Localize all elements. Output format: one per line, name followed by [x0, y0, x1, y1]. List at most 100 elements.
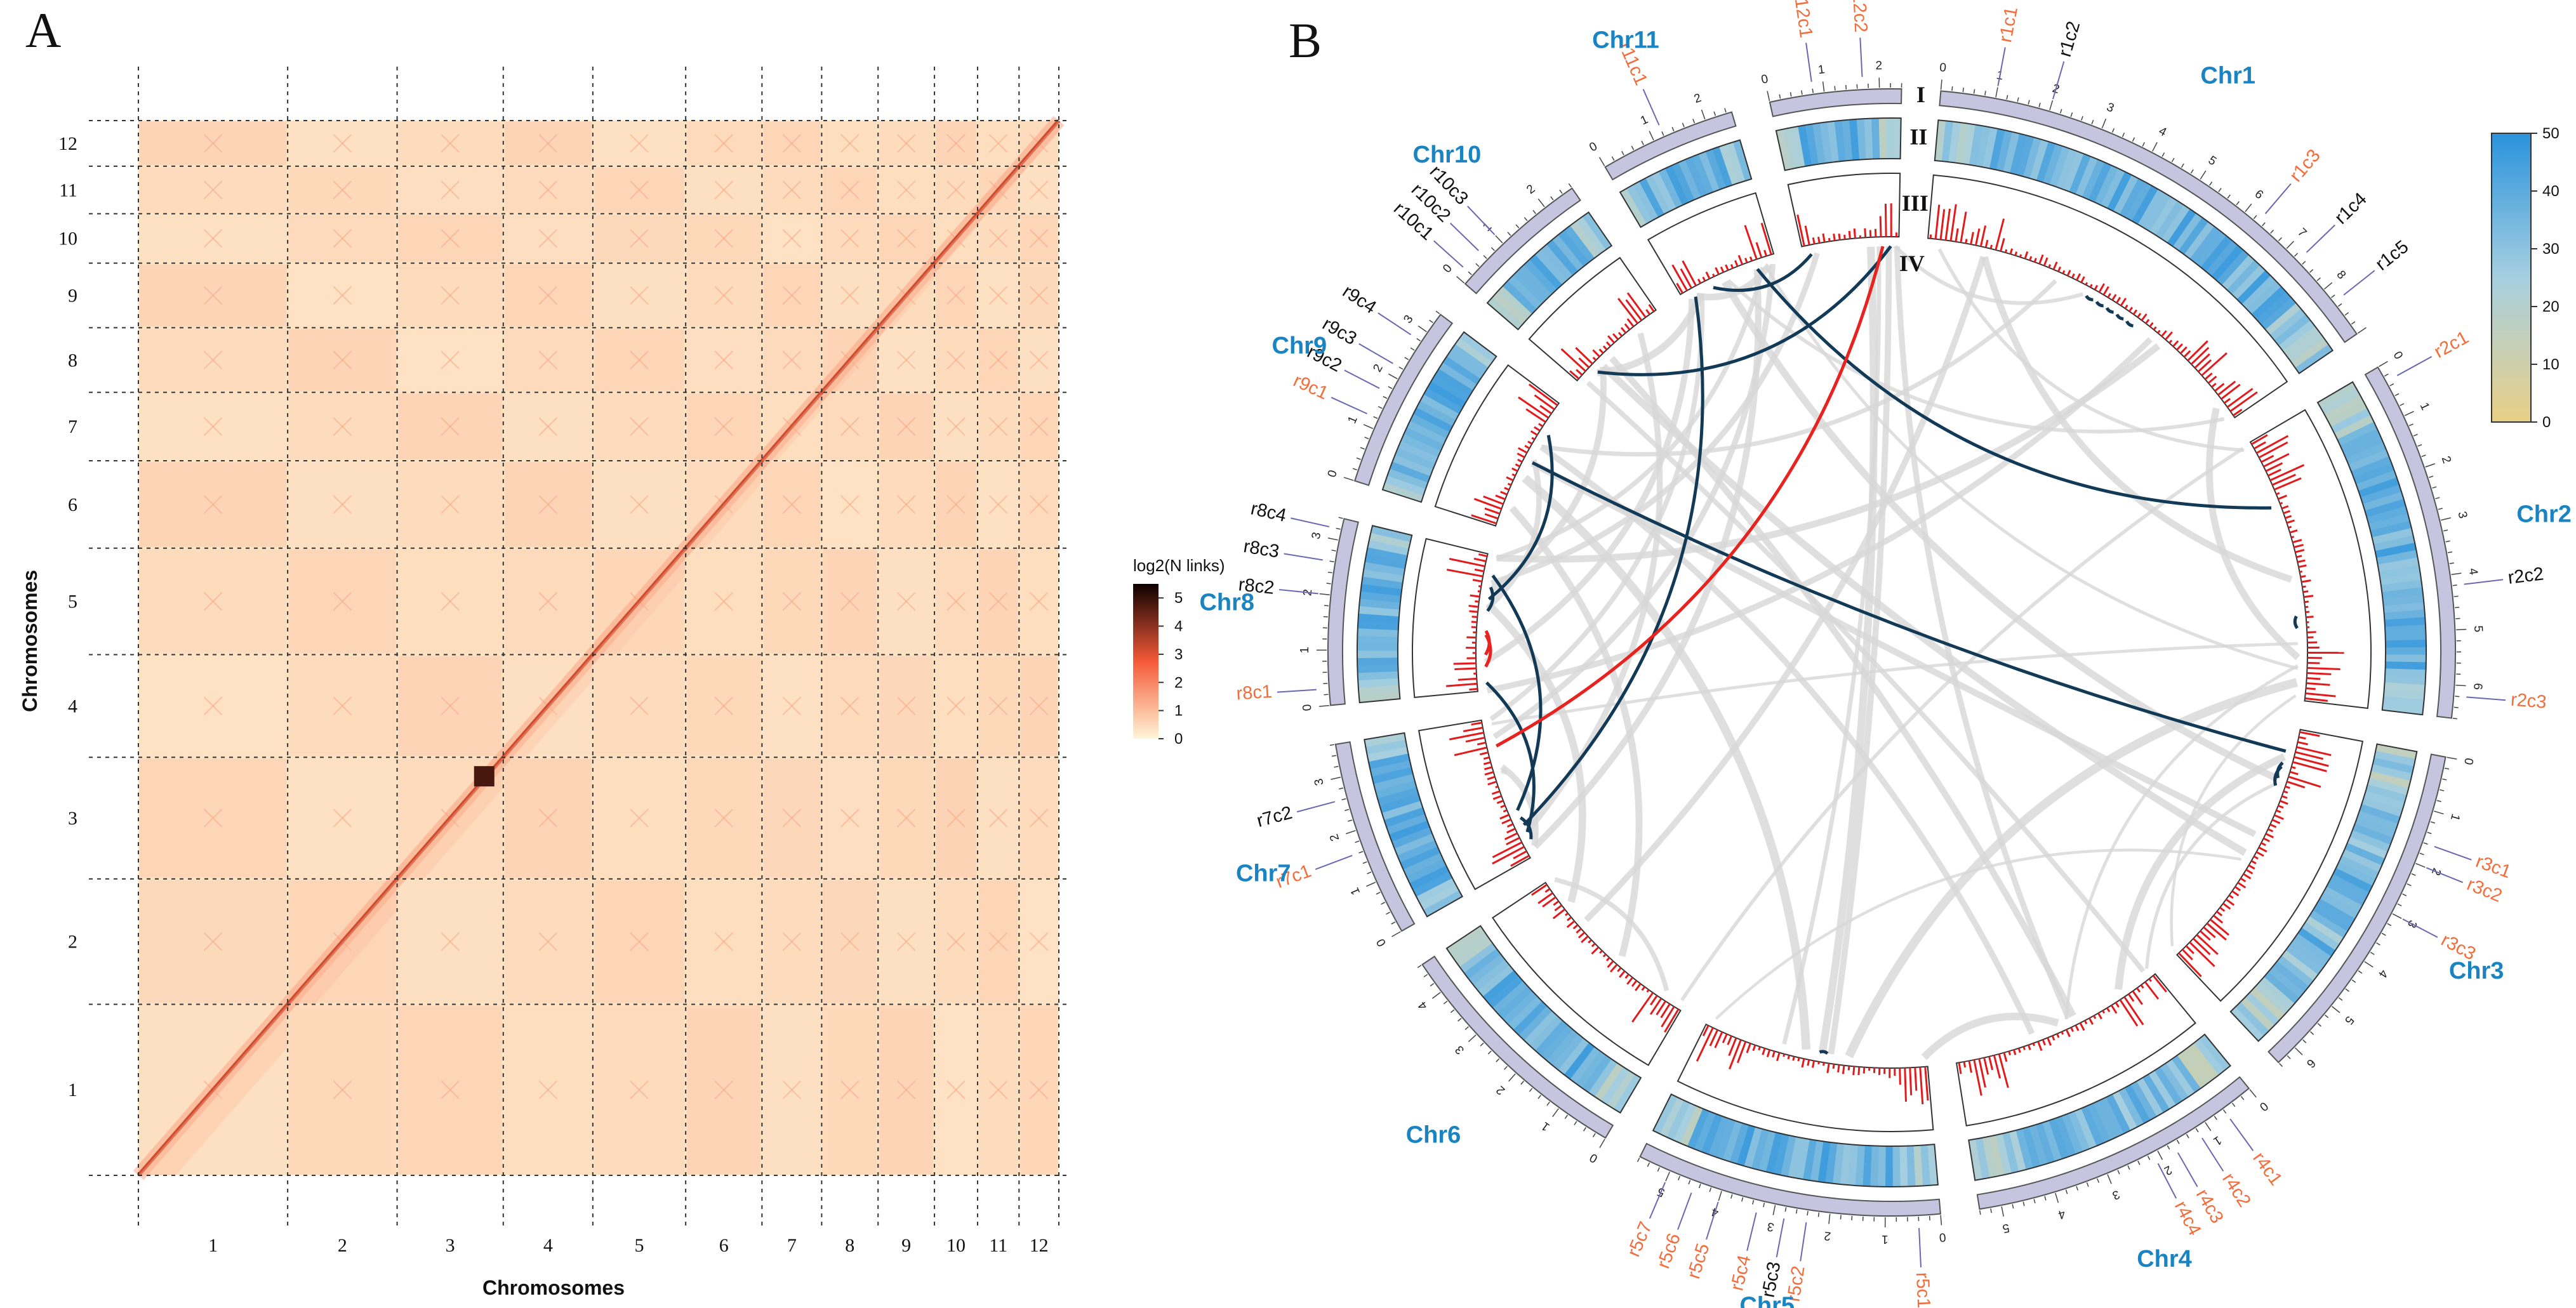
histogram-bar	[1534, 426, 1541, 432]
scale-tick	[2381, 932, 2386, 936]
density-bin	[1386, 813, 1428, 835]
density-bin	[1365, 739, 1407, 755]
scale-tick	[1537, 1095, 1541, 1099]
histogram-bar	[1737, 254, 1744, 265]
histogram-bar	[2292, 539, 2302, 544]
chromosome-name: Chr1	[2200, 62, 2255, 89]
centromere-cross	[840, 696, 860, 716]
scale-tick	[2249, 1089, 2257, 1098]
histogram-bar	[1484, 507, 1501, 515]
dark-link	[1485, 681, 1536, 833]
scale-tick	[2049, 100, 2054, 110]
scale-tick	[2107, 1174, 2112, 1184]
centromere-cross	[946, 286, 966, 305]
scale-tick	[2430, 821, 2435, 824]
centromere-cross	[896, 809, 916, 828]
marker-label: r8c2	[1237, 574, 1275, 598]
scale-tick	[2345, 988, 2349, 992]
density-bin	[2281, 950, 2318, 981]
centromere-cross	[896, 180, 916, 200]
density-bin	[2358, 477, 2400, 498]
histogram-bar	[1838, 234, 1841, 241]
scale-tick	[2181, 163, 2184, 168]
histogram-bar	[2152, 975, 2167, 993]
density-bin	[1357, 635, 1398, 644]
heatmap-diagonal	[133, 116, 1065, 1180]
density-bin	[1827, 121, 1840, 162]
marker-leader	[2426, 867, 2464, 883]
x-tick-label: 3	[446, 1235, 455, 1256]
marker-leader	[1378, 312, 1412, 336]
density-bin	[1885, 1146, 1893, 1187]
histogram-bar	[1734, 260, 1739, 267]
histogram-bar	[1772, 1051, 1776, 1058]
density-bin	[1442, 355, 1481, 385]
density-bin	[1840, 1144, 1851, 1186]
histogram-bar	[1804, 225, 1810, 246]
histogram-bar	[2076, 273, 2081, 281]
histogram-bar	[2253, 855, 2259, 860]
scale-number: 1	[1638, 113, 1650, 128]
scale-tick	[1574, 1121, 1577, 1126]
scale-tick	[1709, 1187, 1712, 1192]
density-bin	[1632, 181, 1659, 221]
histogram-bar	[2203, 926, 2216, 939]
scale-tick	[1367, 871, 1372, 875]
density-bin	[1849, 119, 1860, 161]
histogram-bar	[1702, 1025, 1710, 1036]
scale-tick	[1692, 119, 1696, 124]
histogram-bar	[2276, 809, 2281, 814]
scale-tick	[2167, 1145, 2170, 1150]
density-bin	[1419, 883, 1459, 910]
histogram-bar	[2265, 462, 2283, 472]
chromosome-name: Chr7	[1236, 861, 1291, 887]
density-bin	[1982, 127, 1998, 169]
histogram-bar	[1492, 845, 1525, 865]
grey-ribbon	[1509, 505, 1643, 958]
scale-tick	[2433, 810, 2444, 815]
histogram-bar	[1792, 1056, 1795, 1061]
density-frame	[1775, 117, 1902, 171]
density-bin	[1513, 269, 1548, 304]
histogram-bar	[1500, 491, 1508, 496]
histogram-bar	[2306, 677, 2321, 680]
centromere-cross	[946, 1080, 966, 1099]
density-bin	[2320, 892, 2359, 920]
scale-tick	[1475, 263, 1480, 267]
density-bin	[1534, 1020, 1568, 1056]
histogram-bar	[2207, 375, 2217, 384]
scale-number: 0	[1760, 72, 1770, 87]
histogram-bar	[2300, 575, 2306, 578]
centromere-cross	[203, 417, 223, 436]
histogram-bar	[2172, 340, 2179, 347]
density-bin	[1981, 1136, 1997, 1178]
marker-leader	[1344, 369, 1380, 389]
marker-label: r9c4	[1339, 281, 1380, 318]
marker-label: r5c5	[1683, 1241, 1714, 1281]
chromosome-names: Chr1 Chr2 Chr3 Chr4 Chr5 Chr6 Chr7 Chr8 Chr9 Chr1…	[1199, 0, 2571, 1308]
scale-tick	[1430, 982, 1435, 987]
scale-number: 3	[1310, 531, 1324, 541]
density-bin	[1390, 461, 1431, 483]
scale-tick	[2245, 203, 2252, 213]
centromere-cross	[988, 1080, 1008, 1099]
scale-tick	[2411, 873, 2416, 876]
density-bin	[1798, 124, 1812, 167]
centromere-cross	[630, 696, 649, 716]
density-bin	[2184, 221, 2215, 260]
histogram-bar	[2305, 692, 2336, 697]
density-bin	[2048, 1118, 2069, 1159]
histogram-bar	[2182, 949, 2193, 961]
y-tick-label: 1	[68, 1080, 77, 1100]
y-axis-title: Chromosomes	[18, 570, 41, 712]
y-tick-label: 8	[68, 350, 77, 371]
density-bin	[2372, 527, 2413, 545]
density-bin	[2269, 308, 2306, 341]
density-bin	[1357, 620, 1399, 631]
centromere-cross	[441, 350, 460, 370]
density-bin	[2247, 281, 2281, 315]
density-bin	[1729, 1123, 1749, 1164]
scale-tick	[2451, 572, 2462, 576]
scale-tick	[2076, 1186, 2079, 1191]
